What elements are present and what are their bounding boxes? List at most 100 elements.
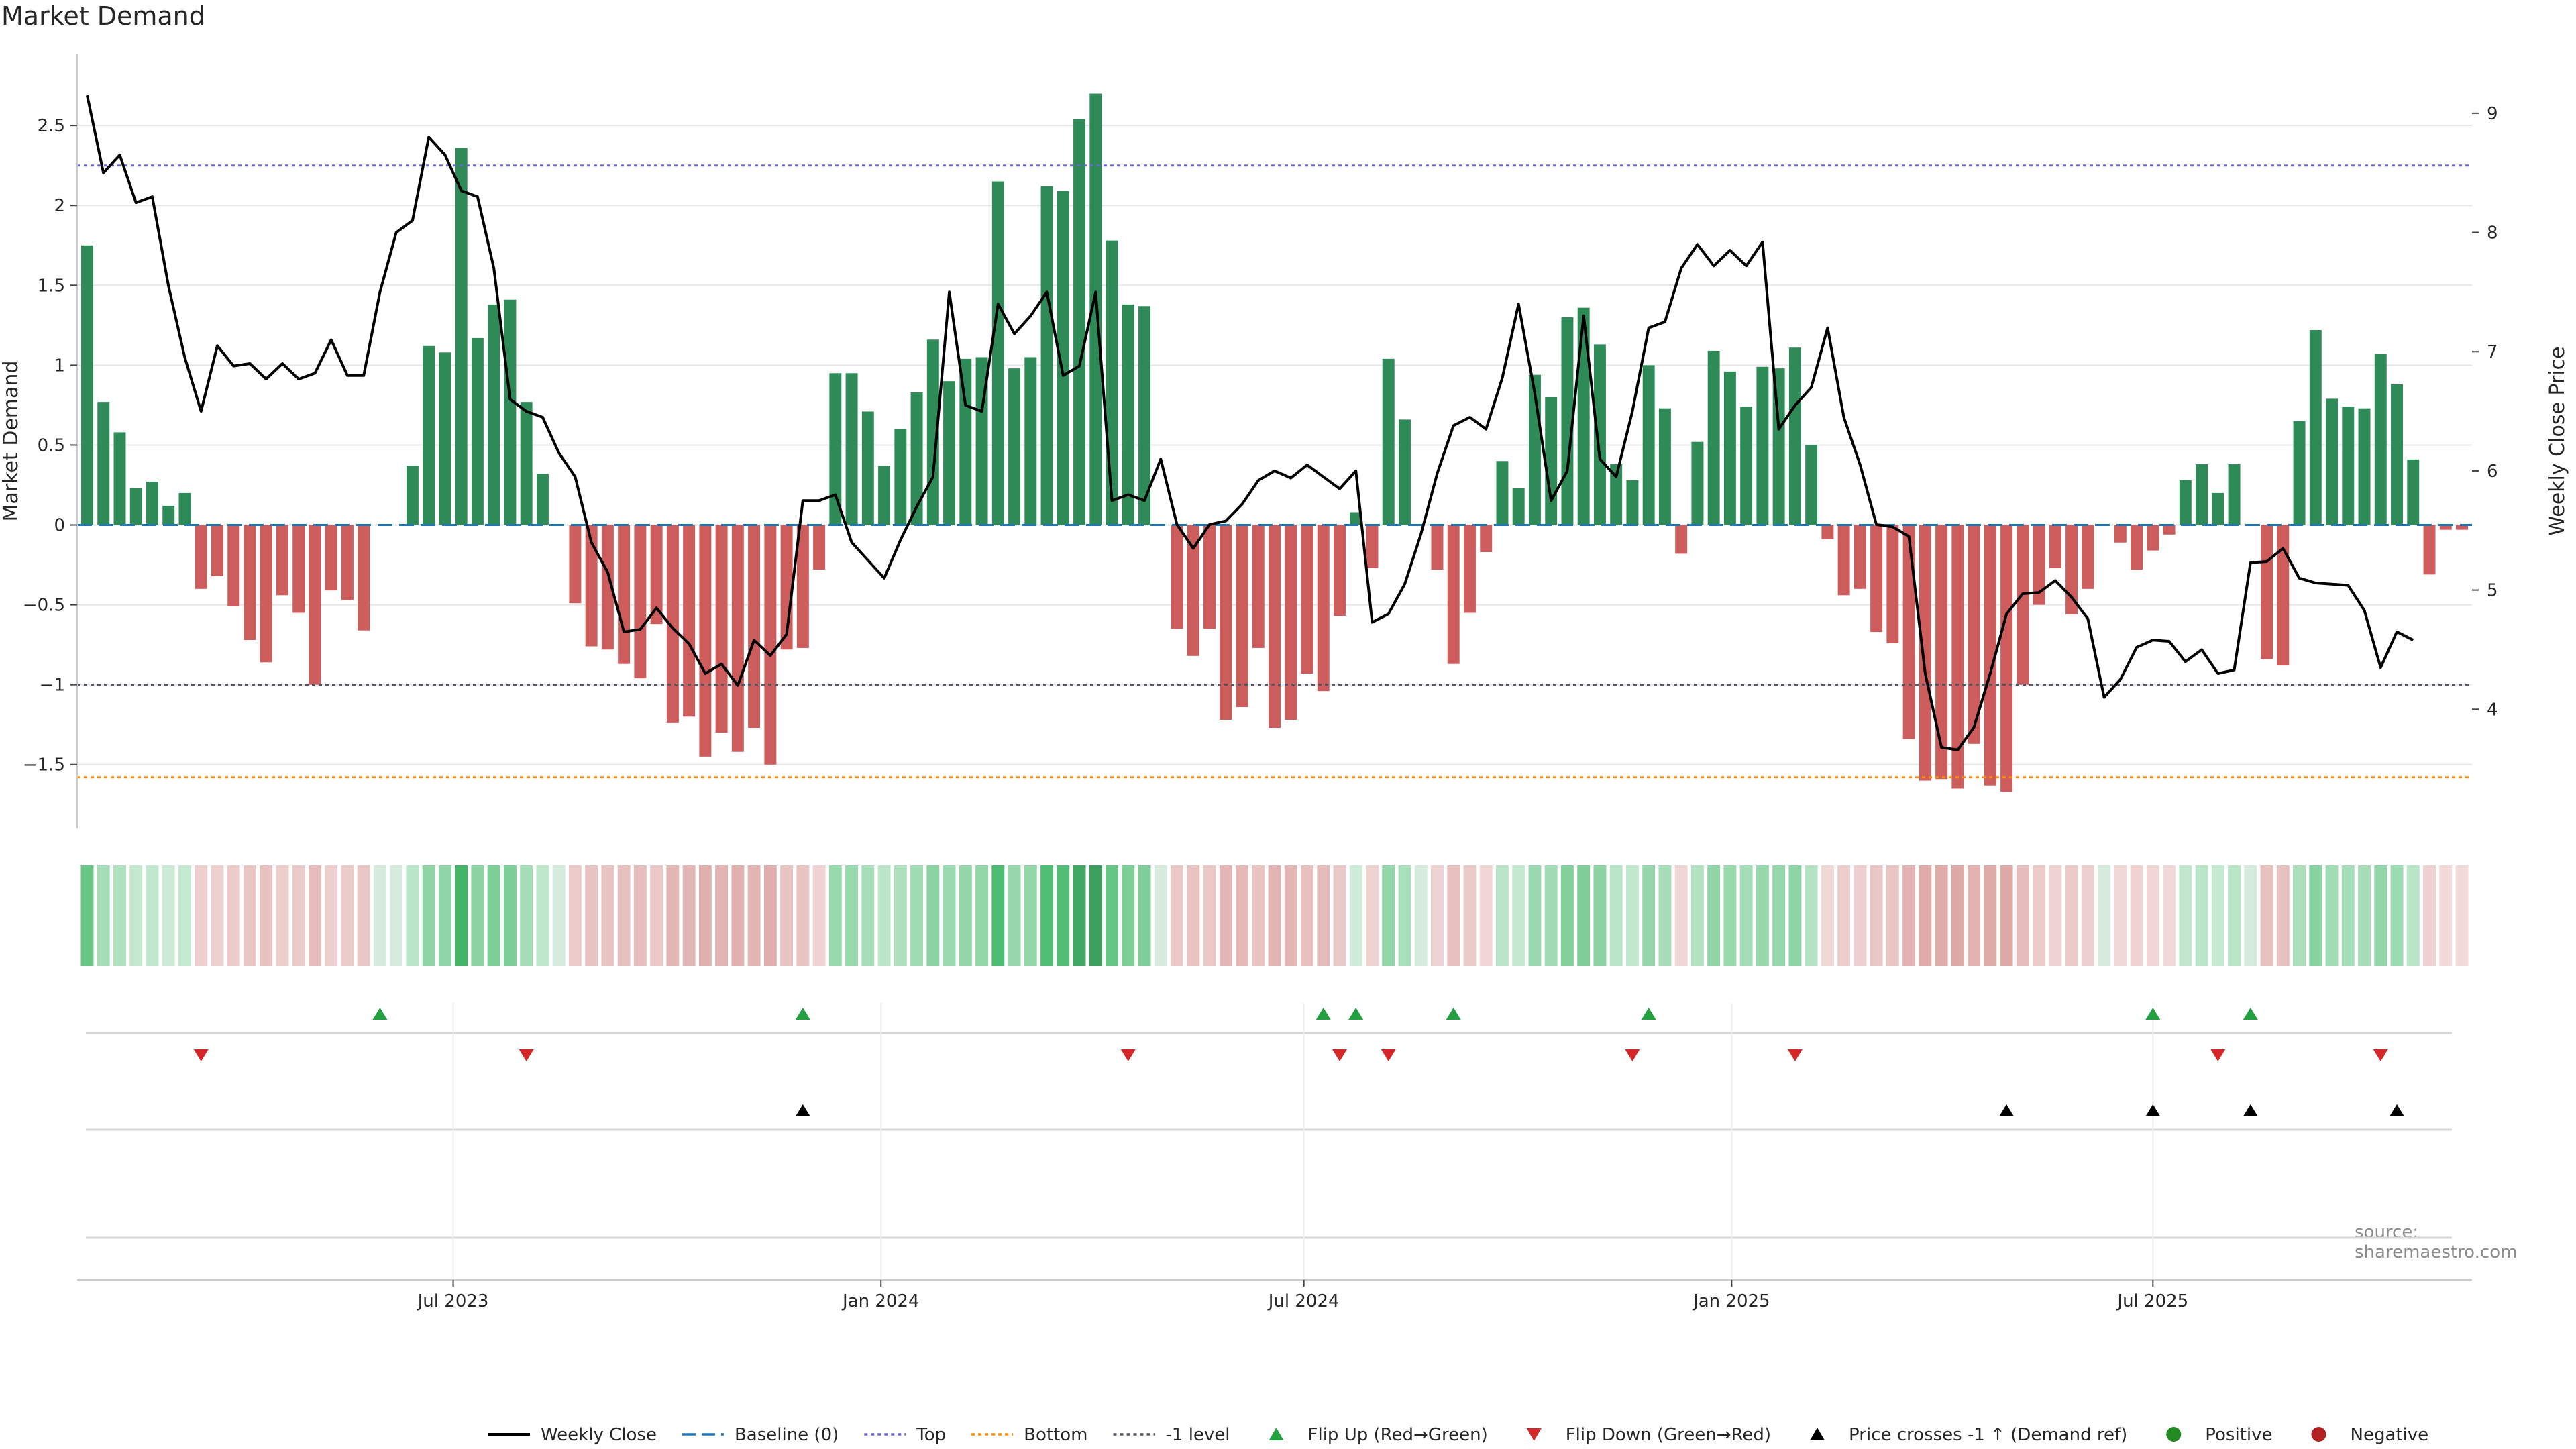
heat-cell [1252,865,1265,966]
demand-bar-negative [1463,525,1476,613]
legend-label: Flip Up (Red→Green) [1308,1425,1488,1445]
demand-bar-positive [845,373,858,525]
demand-bar-negative [211,525,223,576]
flip-up-marker [1446,1008,1461,1020]
y-tick-label: 0 [54,516,65,536]
demand-bar-negative [1968,525,1980,744]
heat-cell [80,865,94,966]
demand-bar-positive [536,474,549,525]
demand-bar-negative [276,525,288,596]
demand-bar-positive [1577,307,1590,525]
legend-circle-icon [2166,1427,2182,1442]
demand-bar-positive [2407,459,2420,525]
heat-cell [1089,865,1102,966]
heat-cell [1528,865,1542,966]
demand-bar-negative [195,525,207,589]
legend-item: Baseline (0) [682,1425,839,1445]
demand-bar-positive [1707,350,1720,525]
price-cross-marker [2243,1104,2258,1116]
demand-bar-positive [146,482,158,525]
legend-circle-icon [2311,1427,2326,1442]
heat-cell [1593,865,1607,966]
demand-bar-negative [2000,525,2013,792]
heat-cell [406,865,419,966]
demand-bar-negative [2131,525,2143,570]
heat-cell [2016,865,2029,966]
heat-cell [1625,865,1639,966]
demand-bar-negative [1447,525,1460,664]
heat-cell [308,865,321,966]
demand-bar-positive [1496,461,1509,525]
heat-cell [113,865,126,966]
demand-bars [81,93,2468,792]
demand-bar-negative [2049,525,2061,568]
heat-cell [2423,865,2436,966]
demand-bar-positive [910,392,923,525]
heat-cell [1447,865,1460,966]
heat-cell [1723,865,1737,966]
demand-bar-negative [1301,525,1313,674]
heat-cell [975,865,989,966]
heat-cell [698,865,712,966]
heat-cell [666,865,680,966]
demand-bar-positive [423,345,435,525]
legend-label: Negative [2351,1425,2429,1445]
demand-bar-negative [325,525,337,591]
legend-item: Flip Down (Green→Red) [1526,1425,1771,1445]
heat-cell [617,865,631,966]
flip-down-marker [1120,1049,1136,1061]
heat-cell [943,865,956,966]
demand-bar-positive [1008,368,1021,525]
demand-bar-negative [2439,525,2452,530]
heat-cell [682,865,696,966]
legend-item: Bottom [971,1425,1088,1445]
heat-cell [503,865,517,966]
demand-bar-positive [2358,408,2371,525]
demand-bar-positive [1040,186,1053,525]
demand-bar-negative [1187,525,1199,656]
heat-cell [568,865,582,966]
y-tick-label: 1.5 [38,276,65,296]
reference-lines [77,164,2472,779]
demand-bar-negative [1935,525,1948,780]
demand-bar-negative [1854,525,1866,589]
demand-bar-positive [1138,306,1150,525]
heat-cell [763,865,777,966]
heat-cell [552,865,566,966]
heat-cell [1414,865,1428,966]
heat-cell [260,865,273,966]
legend-triangle-up-icon [1269,1428,1284,1440]
demand-heat-strip [80,865,2469,966]
demand-bar-negative [2065,525,2078,614]
demand-bar-negative [1269,525,1281,728]
heat-cell [325,865,338,966]
flip-down-marker [2210,1049,2226,1061]
heat-cell [390,865,403,966]
heat-cell [959,865,972,966]
heat-cell [1919,865,1932,966]
demand-bar-negative [1431,525,1444,570]
heat-cell [1219,865,1232,966]
heat-cell [2390,865,2404,966]
demand-bar-positive [406,466,419,525]
heat-cell [845,865,859,966]
demand-bar-positive [2212,492,2224,525]
demand-bar-positive [1723,371,1736,525]
signal-panels [86,1003,2452,1278]
heat-cell [1756,865,1769,966]
price-cross-marker [2390,1104,2405,1116]
heat-cell [471,865,484,966]
demand-bar-positive [1658,408,1671,525]
source-credit: source: sharemaestro.com [2355,1222,2518,1263]
x-tick-label: Jul 2025 [2116,1291,2188,1311]
y2-tick-label: 6 [2487,462,2498,482]
demand-bar-positive [926,339,939,525]
heat-cell [2276,865,2290,966]
demand-bar-positive [1545,397,1558,525]
demand-bar-negative [1203,525,1216,629]
demand-bar-positive [97,402,110,525]
y2-tick-label: 7 [2487,342,2498,362]
heat-cell [292,865,305,966]
demand-bar-negative [2082,525,2094,589]
